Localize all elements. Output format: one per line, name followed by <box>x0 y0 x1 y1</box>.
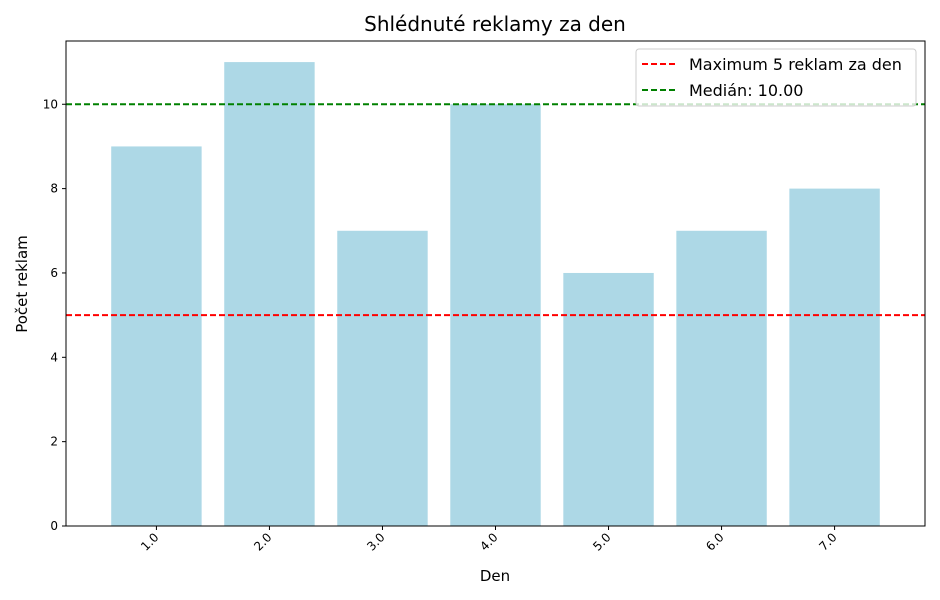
bar-2.0 <box>224 62 315 527</box>
y-tick-label: 4 <box>50 350 58 364</box>
x-tick-label: 6.0 <box>703 530 726 553</box>
bars-group <box>111 62 880 527</box>
x-tick-label: 5.0 <box>590 530 613 553</box>
bar-3.0 <box>337 230 428 527</box>
y-axis-label: Počet reklam <box>13 235 31 333</box>
plot-area: 0 2 4 6 8 10 1.0 2.0 3.0 4.0 5.0 6.0 7.0 <box>43 40 926 554</box>
x-tick-label: 3.0 <box>364 530 387 553</box>
chart-title: Shlédnuté reklamy za den <box>364 12 626 36</box>
x-tick-label: 2.0 <box>251 530 274 553</box>
y-tick-label: 2 <box>50 435 58 449</box>
x-axis: 1.0 2.0 3.0 4.0 5.0 6.0 7.0 <box>138 526 840 554</box>
bar-1.0 <box>111 146 202 526</box>
y-tick-label: 10 <box>43 97 58 111</box>
x-axis-label: Den <box>480 567 510 585</box>
legend-label-median: Medián: 10.00 <box>689 81 803 100</box>
legend-frame <box>635 48 917 107</box>
x-tick-label: 1.0 <box>138 530 161 553</box>
y-tick-label: 0 <box>50 519 58 533</box>
bar-6.0 <box>676 230 767 527</box>
x-tick-label: 4.0 <box>477 530 500 553</box>
bar-5.0 <box>563 272 654 526</box>
y-axis: 0 2 4 6 8 10 <box>43 97 66 533</box>
y-tick-label: 8 <box>50 182 58 196</box>
x-tick-label: 7.0 <box>816 530 839 553</box>
legend-label-max: Maximum 5 reklam za den <box>689 55 902 74</box>
legend: Maximum 5 reklam za den Medián: 10.00 <box>635 48 917 107</box>
y-tick-label: 6 <box>50 266 58 280</box>
bar-7.0 <box>789 188 880 526</box>
